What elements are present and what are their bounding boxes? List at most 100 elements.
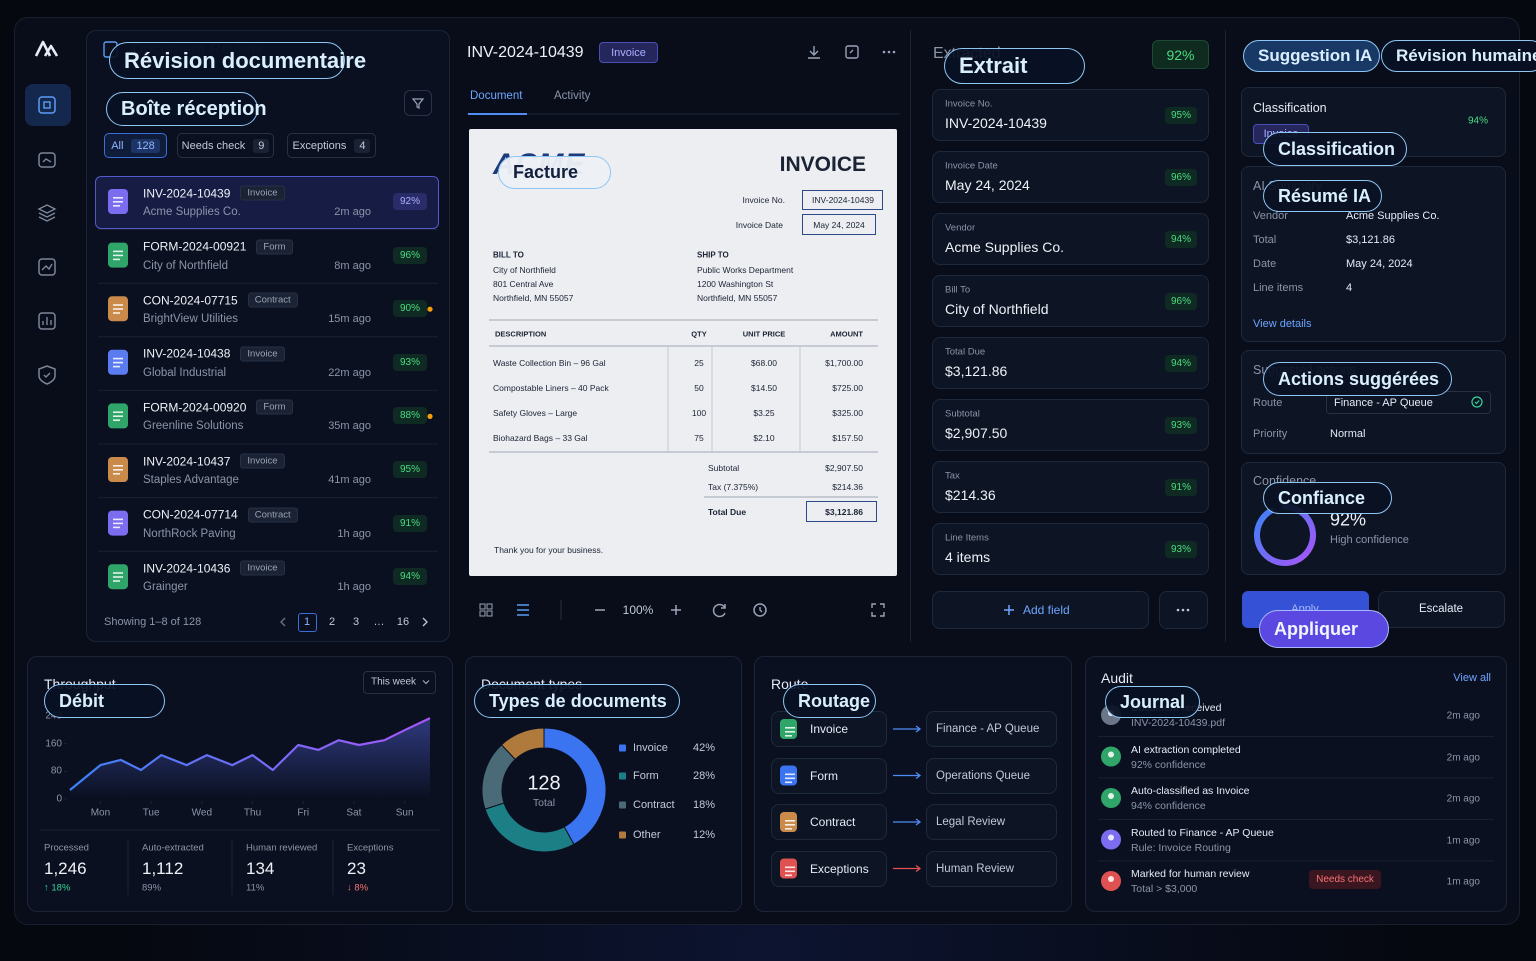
range-select[interactable] [363,671,436,694]
item-time: 22m ago [328,366,371,379]
page-number[interactable]: 2 [328,616,336,628]
field-card[interactable] [932,399,1209,451]
nav-icon[interactable] [38,152,56,168]
field-card[interactable] [932,275,1209,327]
grid-view-part [479,610,486,617]
callout-label: Classification [1263,132,1407,166]
tab[interactable]: Activity [554,90,591,102]
field-card[interactable] [932,89,1209,141]
type-icon-part [113,205,120,207]
tab[interactable]: Document [470,90,523,102]
add-field-button[interactable] [932,591,1149,629]
filter-count: 4 [354,138,371,153]
audit-title: Auto-classified as Invoice [1131,785,1250,797]
open-button-part [845,45,859,59]
route-arrow [893,725,922,733]
more-button-part [887,50,891,54]
type-icon-part [113,465,123,467]
open-button-part [849,49,854,54]
audit-detail: 94% confidence [1131,800,1206,812]
pie-center-label: Total [532,797,556,809]
field-value: $2,907.50 [945,425,1008,441]
sheet-cell: $725.00 [832,383,863,393]
status-badge: Needs check [1309,870,1381,889]
nav-icon[interactable] [37,204,57,222]
fullscreen-part [871,603,885,617]
route-target [926,757,1057,794]
nav-icon[interactable] [38,365,56,385]
y-tick-label: 80 [50,765,62,777]
field-confidence: 93% [1165,417,1197,434]
item-vendor: Acme Supplies Co. [143,206,241,218]
filter-chip[interactable]: All 128 [104,133,167,158]
prev-page[interactable] [280,617,286,627]
page-number[interactable]: 3 [352,616,360,628]
view-details-link[interactable]: View details [1253,318,1312,330]
nav-icon[interactable] [38,96,56,114]
page-number[interactable]: 1 [303,616,311,628]
sheet-address: City of Northfield [493,265,556,275]
list-view[interactable] [517,604,529,616]
field-value: May 24, 2024 [945,177,1030,193]
legend-swatch [619,772,626,780]
field-card[interactable] [932,337,1209,389]
field-card[interactable] [932,213,1209,265]
audit-title: AI extraction completed [1131,743,1241,756]
sheet-cell: Biohazard Bags – 33 Gal [493,433,588,443]
sheet-cell: $68.00 [751,358,777,368]
filter-label: All [111,139,124,152]
field-card[interactable] [932,523,1209,575]
audit-detail: INV-2024-10439.pdf [1131,717,1225,729]
field-label: Invoice Date [945,160,998,172]
filter-button[interactable] [404,90,432,116]
type-badge: Invoice [240,453,285,469]
item-vendor: Global Industrial [143,366,227,379]
more-button[interactable] [1159,591,1208,629]
more-button[interactable] [882,50,896,54]
page-number[interactable]: … [373,616,385,628]
route-icon [780,719,797,739]
type-badge: Invoice [599,42,658,63]
route-source-label: Form [810,768,838,783]
nav-icon[interactable] [38,258,56,276]
filter-chip[interactable]: Needs check 9 [177,133,274,158]
field-card[interactable] [932,151,1209,203]
chevron-part [422,680,430,685]
sheet-column-header: AMOUNT [830,329,863,339]
escalate-button[interactable] [1378,591,1505,628]
current-page[interactable] [298,613,317,632]
nav-icon[interactable] [38,312,56,330]
check-icon [1471,396,1483,408]
nav-icon-part [43,101,51,109]
type-icon [108,349,128,375]
next-page[interactable] [422,617,428,627]
filter-chip[interactable]: Exceptions 4 [287,133,376,158]
stat-label: Human reviewed [246,842,318,854]
fullscreen[interactable] [871,603,885,617]
route-target [926,850,1057,887]
zoom-in[interactable] [671,605,681,615]
page-number[interactable]: 16 [396,616,410,628]
rotate[interactable] [712,603,726,618]
grid-view[interactable] [479,603,493,617]
confidence-caption: High confidence [1330,534,1409,546]
type-icon [108,242,128,268]
route-arrow-part [893,771,922,780]
open-button[interactable] [845,45,859,59]
callout-label: Révision documentaire [109,42,366,79]
rotate-part [712,603,726,618]
sheet-total-label: Subtotal [708,463,740,473]
flag-dot [427,306,433,312]
route-icon-part [785,727,795,729]
prev-page-part [280,617,286,627]
selected-row[interactable] [95,176,439,229]
item-id: INV-2024-10438 [143,346,231,361]
field-confidence: 96% [1165,293,1197,310]
route-arrow-part [893,864,922,873]
view-all-link[interactable]: View all [1453,672,1491,684]
route-target [926,804,1057,840]
download-button[interactable] [808,46,820,59]
history[interactable] [753,603,767,617]
field-card[interactable] [932,461,1209,513]
